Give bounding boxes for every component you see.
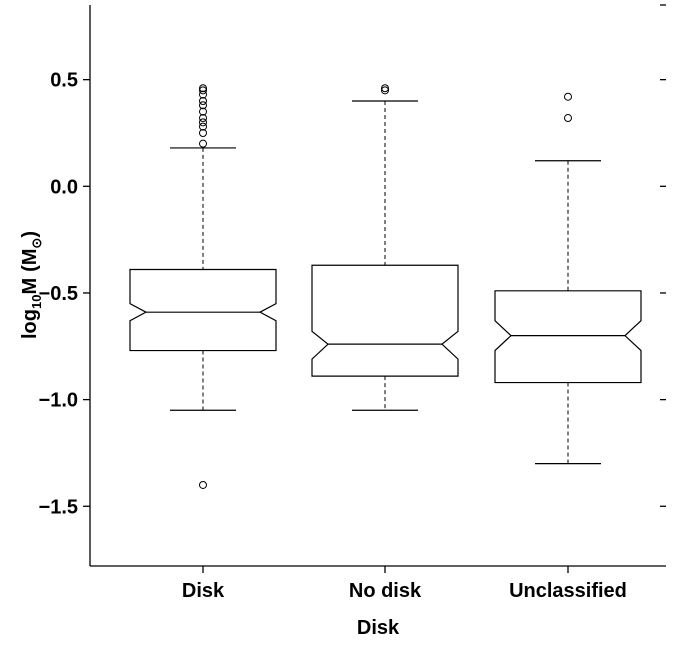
outlier-point	[381, 84, 389, 93]
outlier-point	[199, 139, 207, 148]
box-disk	[129, 84, 277, 489]
y-tick-label: −0.5	[39, 283, 78, 305]
notched-box	[494, 290, 642, 384]
y-axis-title: log10M (M⊙)	[19, 231, 44, 339]
boxes	[129, 84, 642, 489]
y-tick-label: 0.0	[50, 176, 78, 198]
outlier-point	[199, 107, 207, 116]
outlier-point	[199, 101, 207, 110]
x-tick-label: No disk	[349, 580, 422, 602]
box-unclassified	[494, 92, 642, 465]
outlier-point	[199, 96, 207, 105]
outlier-point	[199, 84, 207, 93]
outlier-point	[199, 118, 207, 127]
notched-box	[129, 268, 277, 352]
outlier-point	[199, 114, 207, 123]
y-tick-label: −1.0	[39, 390, 78, 412]
outlier-point	[564, 114, 572, 123]
notched-box	[311, 264, 459, 377]
outlier-point	[199, 480, 207, 489]
outlier-point	[381, 86, 389, 95]
outlier-point	[199, 90, 207, 99]
x-axis-ticks: Disk No disk Unclassified	[182, 566, 627, 602]
outlier-point	[564, 92, 572, 101]
right-edge-ticks	[660, 4, 666, 507]
y-axis-title-unit-close: )	[19, 231, 41, 238]
x-axis-title: Disk	[357, 617, 400, 639]
plot-frame	[89, 5, 666, 567]
x-tick-label: Unclassified	[509, 580, 627, 602]
y-tick-label: 0.5	[50, 70, 78, 92]
outlier-point	[199, 128, 207, 137]
y-axis-title-var: M	[19, 278, 41, 295]
y-tick-label: −1.5	[39, 496, 78, 518]
y-axis-title-unit-sub: ⊙	[29, 238, 44, 249]
y-axis-ticks: 0.5 0.0 −0.5 −1.0 −1.5	[39, 70, 90, 518]
y-axis-title-prefix: log	[19, 309, 41, 339]
y-axis-title-prefix-sub: 10	[29, 295, 44, 309]
box-no-disk	[311, 84, 459, 411]
outlier-point	[199, 86, 207, 95]
x-tick-label: Disk	[182, 580, 225, 602]
outlier-point	[199, 122, 207, 131]
y-axis-title-unit-open: (M	[19, 249, 41, 272]
